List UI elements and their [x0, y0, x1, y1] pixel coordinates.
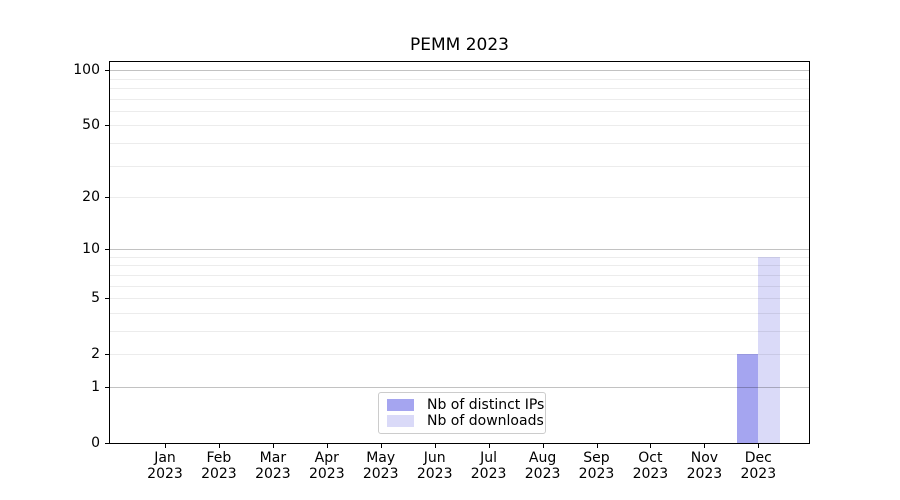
x-tick-month: May: [366, 450, 396, 466]
x-tick-mark: [488, 444, 490, 448]
y-tick-mark: [105, 442, 109, 444]
x-tick-mark: [704, 444, 706, 448]
y-tick-mark: [105, 386, 109, 388]
x-tick-year: 2023: [578, 465, 615, 482]
y-tick-label: 1: [91, 379, 100, 395]
x-tick-year: 2023: [201, 465, 237, 482]
x-tick-mark: [218, 444, 220, 448]
x-tick-year: 2023: [255, 465, 291, 482]
x-tick-year: 2023: [147, 465, 183, 482]
gridline-minor: [110, 298, 809, 299]
x-tick-year: 2023: [632, 465, 669, 482]
y-tick-label: 0: [91, 435, 100, 451]
chart-title: PEMM 2023: [410, 35, 509, 55]
y-tick-mark: [105, 124, 109, 126]
gridline-major: [110, 387, 809, 388]
gridline-minor: [110, 125, 809, 126]
y-tick-mark: [105, 196, 109, 198]
x-tick-month: Nov: [690, 450, 719, 466]
x-tick-mark: [434, 444, 436, 448]
x-tick-label: Jul 2023: [457, 450, 521, 482]
y-tick-label: 5: [91, 290, 100, 307]
x-tick-label: Dec 2023: [726, 450, 790, 482]
legend-label: Nb of distinct IPs: [427, 396, 545, 413]
x-tick-label: Sep 2023: [565, 450, 629, 482]
x-tick-month: Jul: [480, 450, 498, 466]
x-tick-month: Oct: [638, 450, 663, 466]
x-tick-month: Mar: [259, 450, 287, 466]
bar-nb-of-downloads: [758, 257, 780, 443]
gridline-minor: [110, 111, 809, 112]
y-tick-label: 100: [73, 62, 100, 79]
gridline-minor: [110, 265, 809, 266]
x-tick-label: Mar 2023: [241, 450, 305, 482]
x-tick-mark: [380, 444, 382, 448]
x-tick-label: Jun 2023: [403, 450, 467, 482]
x-tick-mark: [165, 444, 166, 448]
x-tick-month: Jun: [423, 450, 446, 466]
y-tick-label: 2: [91, 346, 100, 363]
gridline-major: [110, 249, 809, 250]
x-tick-month: Aug: [528, 450, 557, 466]
y-tick-mark: [105, 248, 109, 250]
x-tick-year: 2023: [740, 465, 777, 482]
y-tick-mark: [105, 69, 109, 71]
x-tick-month: Dec: [744, 450, 772, 466]
y-tick-label: 10: [82, 241, 100, 258]
x-tick-year: 2023: [470, 465, 507, 482]
x-tick-month: Feb: [206, 450, 232, 466]
legend: Nb of distinct IPs Nb of downloads: [378, 392, 546, 434]
legend-label: Nb of downloads: [427, 413, 544, 430]
bar-nb-of-distinct-ips: [736, 354, 759, 443]
gridline-minor: [110, 143, 809, 144]
x-tick-label: Jan 2023: [133, 450, 197, 482]
x-tick-mark: [272, 444, 274, 448]
gridline-minor: [110, 331, 809, 332]
gridline-minor: [110, 166, 809, 167]
x-tick-month: Apr: [314, 450, 339, 466]
x-tick-month: Jan: [154, 450, 176, 466]
legend-swatch-downloads: [387, 415, 414, 428]
x-tick-mark: [542, 444, 544, 448]
legend-entry: Nb of distinct IPs: [387, 397, 544, 413]
legend-entry: Nb of downloads: [387, 413, 544, 429]
y-tick-mark: [105, 297, 109, 299]
x-tick-label: Apr 2023: [295, 450, 359, 482]
x-tick-year: 2023: [362, 465, 399, 482]
y-tick-mark: [105, 353, 109, 355]
gridline-minor: [110, 257, 809, 258]
x-tick-mark: [650, 444, 652, 448]
x-tick-mark: [758, 444, 760, 448]
plot-area: [109, 61, 810, 444]
x-tick-month: Sep: [583, 450, 610, 466]
gridline-minor: [110, 313, 809, 314]
x-tick-label: Aug 2023: [511, 450, 575, 482]
x-tick-year: 2023: [524, 465, 561, 482]
gridline-minor: [110, 275, 809, 276]
gridline-minor: [110, 197, 809, 198]
gridline-minor: [110, 88, 809, 89]
x-tick-label: Nov 2023: [672, 450, 736, 482]
legend-swatch-distinct-ips: [387, 398, 414, 411]
x-tick-year: 2023: [308, 465, 345, 482]
gridline-minor: [110, 286, 809, 287]
x-tick-label: Oct 2023: [618, 450, 682, 482]
gridline-minor: [110, 99, 809, 100]
x-tick-mark: [326, 444, 328, 448]
x-tick-mark: [596, 444, 598, 448]
x-tick-label: May 2023: [349, 450, 413, 482]
y-tick-label: 20: [82, 189, 100, 205]
x-tick-year: 2023: [416, 465, 453, 482]
y-tick-label: 50: [82, 117, 100, 134]
x-tick-label: Feb 2023: [187, 450, 251, 482]
gridline-major: [110, 70, 809, 71]
x-tick-year: 2023: [686, 465, 723, 482]
gridline-minor: [110, 79, 809, 80]
gridline-minor: [110, 354, 809, 355]
